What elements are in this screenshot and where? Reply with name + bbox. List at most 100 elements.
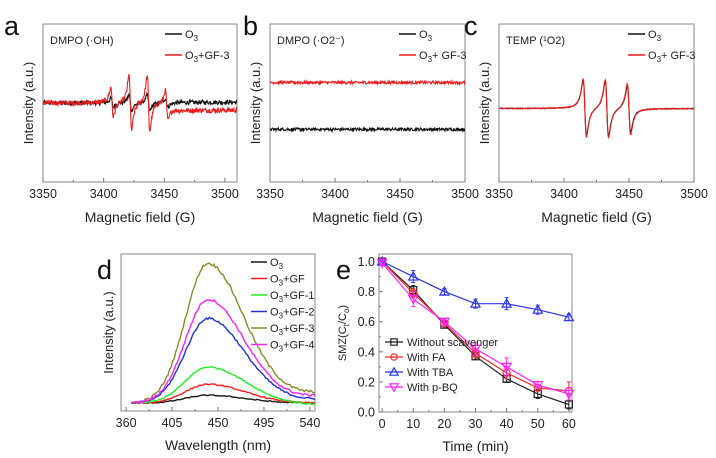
marker-triangle-down	[388, 383, 400, 393]
annotation: DMPO (·O2⁻)	[277, 35, 345, 47]
panel-d: d 360 405 450 495 540 Wavelength (nm) Intensity…	[97, 253, 320, 453]
y-axis-label: Intensity (a.u.)	[101, 291, 116, 373]
panel-label: c	[464, 11, 478, 41]
panel-a: a 3350 3400 3450 3500 Magnetic field (G) Inten…	[4, 11, 239, 225]
y-tick-label: 0.4	[358, 345, 375, 359]
x-tick-label: 0	[379, 417, 386, 431]
legend-label: O3+GF	[270, 274, 305, 288]
marker-triangle-down	[469, 344, 482, 355]
legend-label: Without scavenger	[407, 337, 498, 349]
marker-triangle-down	[532, 380, 544, 391]
marker-triangle-down	[376, 258, 388, 269]
x-tick-label: 3500	[211, 187, 239, 201]
y-tick-label: 1.0	[358, 255, 375, 269]
x-tick-label: 30	[469, 417, 483, 431]
legend-label: O3+GF-4	[270, 340, 315, 354]
x-tick-label: 3500	[451, 187, 479, 201]
panel-label: e	[336, 255, 351, 285]
x-tick-label: 3350	[256, 187, 284, 201]
x-tick-label: 3450	[150, 187, 178, 201]
legend-label: O3+GF-2	[270, 307, 315, 321]
x-axis-label: Magnetic field (G)	[541, 209, 651, 225]
series-line-o3-gf-3	[270, 79, 465, 87]
x-tick-label: 3350	[485, 187, 513, 201]
series-line-o3-gf-4	[131, 299, 315, 404]
legend-label: With FA	[407, 352, 446, 364]
x-tick-label: 3450	[615, 187, 643, 201]
series-line-o3-gf-3	[499, 77, 694, 140]
series-line-o3-gf-3	[43, 74, 237, 132]
series-line-o3-gf-1	[130, 366, 315, 406]
series-line-o3	[131, 394, 315, 405]
marker-triangle-up	[388, 366, 400, 376]
panel-e: e 0 10 20 30 40 50 60 0.0 0.2 0.4 0.6 0.8 1.0 Time (mi…	[336, 253, 576, 454]
y-axis-label: Intensity (a.u.)	[477, 62, 492, 144]
legend-label: O3	[419, 29, 433, 43]
x-axis-label: Time (min)	[442, 438, 508, 454]
y-tick-label: 0.6	[358, 315, 375, 329]
panel-label: b	[243, 11, 258, 41]
y-axis-label: SMZ(Ct/Co)	[337, 305, 351, 361]
x-tick-label: 360	[116, 416, 137, 430]
legend-label: O3	[185, 29, 199, 43]
series-line-o3-gf-2	[131, 316, 315, 404]
plot-area	[499, 77, 694, 140]
series-with-tba	[376, 255, 575, 322]
y-axis-label: Intensity (a.u.)	[248, 62, 263, 144]
plot-area	[130, 262, 315, 406]
legend-label: With p-BQ	[407, 382, 458, 394]
marker-triangle-down	[407, 295, 419, 305]
x-axis-label: Magnetic field (G)	[312, 209, 422, 225]
plot-area	[270, 79, 465, 133]
x-tick-label: 3350	[29, 187, 57, 201]
marker-triangle-up	[407, 270, 419, 281]
annotation: DMPO (·OH)	[50, 35, 114, 47]
x-tick-label: 3400	[321, 187, 349, 201]
legend-label: O3	[648, 29, 662, 43]
plot-frame	[498, 23, 695, 183]
legend-label: O3+ GF-3	[648, 50, 696, 64]
panel-b: b 3350 3400 3450 3500 Magnetic field (G) Inten…	[243, 11, 479, 225]
x-tick-label: 450	[208, 416, 229, 430]
x-tick-label: 40	[500, 417, 514, 431]
marker-triangle-up	[469, 297, 482, 308]
plot-frame	[269, 23, 466, 183]
series-line-o3-gf	[131, 383, 315, 405]
y-tick-label: 0.0	[358, 406, 375, 420]
marker-triangle-down	[438, 317, 450, 328]
panel-c: c 3350 3400 3450 3500 Magnetic field (G) Inten…	[464, 11, 708, 225]
marker-triangle-up	[501, 297, 513, 308]
marker-triangle-down	[501, 362, 513, 373]
legend-label: O3+GF-1	[270, 290, 315, 304]
y-tick-label: 0.8	[358, 285, 375, 299]
x-axis-label: Wavelength (nm)	[165, 437, 271, 453]
marker-triangle-up	[532, 303, 544, 314]
legend-label: O3+ GF-3	[419, 50, 467, 64]
legend-label: O3	[270, 257, 284, 271]
x-tick-label: 10	[406, 417, 420, 431]
panel-label: a	[4, 11, 20, 41]
x-tick-label: 3450	[386, 187, 414, 201]
legend-label: With TBA	[407, 367, 454, 379]
y-axis-label: Intensity (a.u.)	[21, 62, 36, 144]
x-tick-label: 3400	[90, 187, 118, 201]
series-line-o3	[270, 126, 465, 133]
x-tick-label: 3500	[680, 187, 708, 201]
y-tick-label: 0.2	[358, 375, 375, 389]
panel-label: d	[97, 255, 112, 285]
series-with-p-bq	[376, 258, 575, 401]
x-tick-label: 540	[299, 416, 320, 430]
annotation: TEMP (¹O2)	[506, 35, 565, 47]
x-tick-label: 3400	[550, 187, 578, 201]
x-tick-label: 495	[254, 416, 275, 430]
plot-area	[43, 74, 237, 132]
marker-circle	[390, 353, 398, 361]
x-tick-label: 50	[531, 417, 545, 431]
x-axis-label: Magnetic field (G)	[85, 209, 195, 225]
x-tick-label: 20	[437, 417, 451, 431]
marker-triangle-down	[563, 389, 575, 400]
x-tick-label: 405	[162, 416, 183, 430]
legend-label: O3+GF-3	[270, 323, 315, 337]
marker-square	[564, 400, 573, 409]
